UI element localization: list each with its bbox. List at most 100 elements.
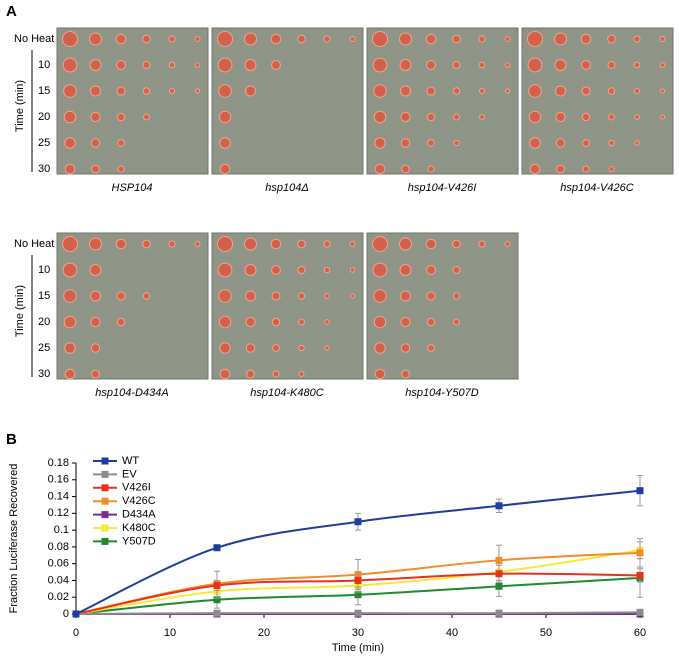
colony [63,84,77,98]
colony [245,343,256,353]
colony [244,264,257,276]
colony [426,86,436,96]
colony [323,240,331,248]
colony [373,315,387,329]
colony [117,139,125,147]
colony [219,342,231,354]
colony [168,240,176,248]
colony [62,262,78,278]
strain-label: hsp104-Y507D [405,387,478,399]
colony [349,36,356,42]
colony [504,241,511,247]
colony [194,88,201,94]
colony [270,33,282,45]
colony [659,62,666,68]
colony [555,111,566,123]
colony [554,59,567,71]
colony [554,85,567,97]
plate [366,232,519,380]
y-tick-label: 0.06 [48,558,69,570]
colony [372,262,388,278]
colony [298,371,305,377]
colony [607,87,616,95]
marker [495,609,503,617]
colony [89,290,102,302]
marker [495,502,503,510]
colony [271,60,281,70]
colony [581,112,591,122]
legend-marker [101,524,109,532]
colony [115,238,127,250]
x-tick-label: 0 [73,627,79,639]
colony [116,60,126,70]
colony [218,315,232,329]
colony [608,166,615,172]
colony [323,35,331,43]
time-label: 15 [38,290,50,302]
y-tick-label: 0.08 [48,541,69,553]
colony [400,111,411,123]
colony [244,290,257,302]
colony [142,60,151,70]
colony [426,60,436,70]
time-label: 10 [38,264,50,276]
colony [63,315,77,329]
legend-marker [101,511,109,519]
colony [453,139,460,147]
colony [297,292,306,300]
colony [142,87,151,95]
colony [217,262,233,278]
row-label: No Heat [14,33,54,45]
colony [527,57,543,73]
y-tick-label: 0.02 [48,591,69,603]
x-tick-label: 30 [352,627,364,639]
colony [453,318,460,326]
colony [528,110,542,124]
marker [354,576,362,584]
colony [401,164,410,174]
colony [244,237,257,251]
colony [608,139,615,147]
marker [636,549,644,557]
colony [297,265,306,275]
marker [213,581,221,589]
colony [194,62,201,68]
y-axis-label: Fraction Luciferase Recovered [8,464,20,614]
colony [400,138,411,148]
strain-label: hsp104Δ [265,182,308,194]
colony [452,34,461,44]
colony [142,239,151,249]
marker [72,610,80,618]
colony [116,112,126,122]
legend-label: Y507D [122,535,156,547]
colony [554,32,567,46]
plate [56,232,209,380]
colony [324,319,330,325]
colony [116,86,126,96]
plate [56,27,209,175]
x-tick-label: 50 [540,627,552,639]
colony [556,164,565,174]
colony [244,59,257,71]
marker [495,582,503,590]
colony [298,318,305,326]
colony [89,85,102,97]
colony [90,343,101,353]
legend-label: D434A [122,509,156,521]
colony [90,316,101,328]
strain-label: HSP104 [112,182,153,194]
colony [324,345,330,351]
colony [64,137,76,149]
time-label: 10 [38,59,50,71]
colony [427,139,435,147]
colony [116,291,126,301]
legend-marker [101,497,109,505]
legend-label: V426C [122,495,156,507]
colony [218,84,232,98]
colony [89,264,102,276]
colony [372,57,388,73]
row-label: No Heat [14,238,54,250]
colony [219,368,231,380]
legend-label: V426I [122,482,151,494]
colony [580,33,592,45]
